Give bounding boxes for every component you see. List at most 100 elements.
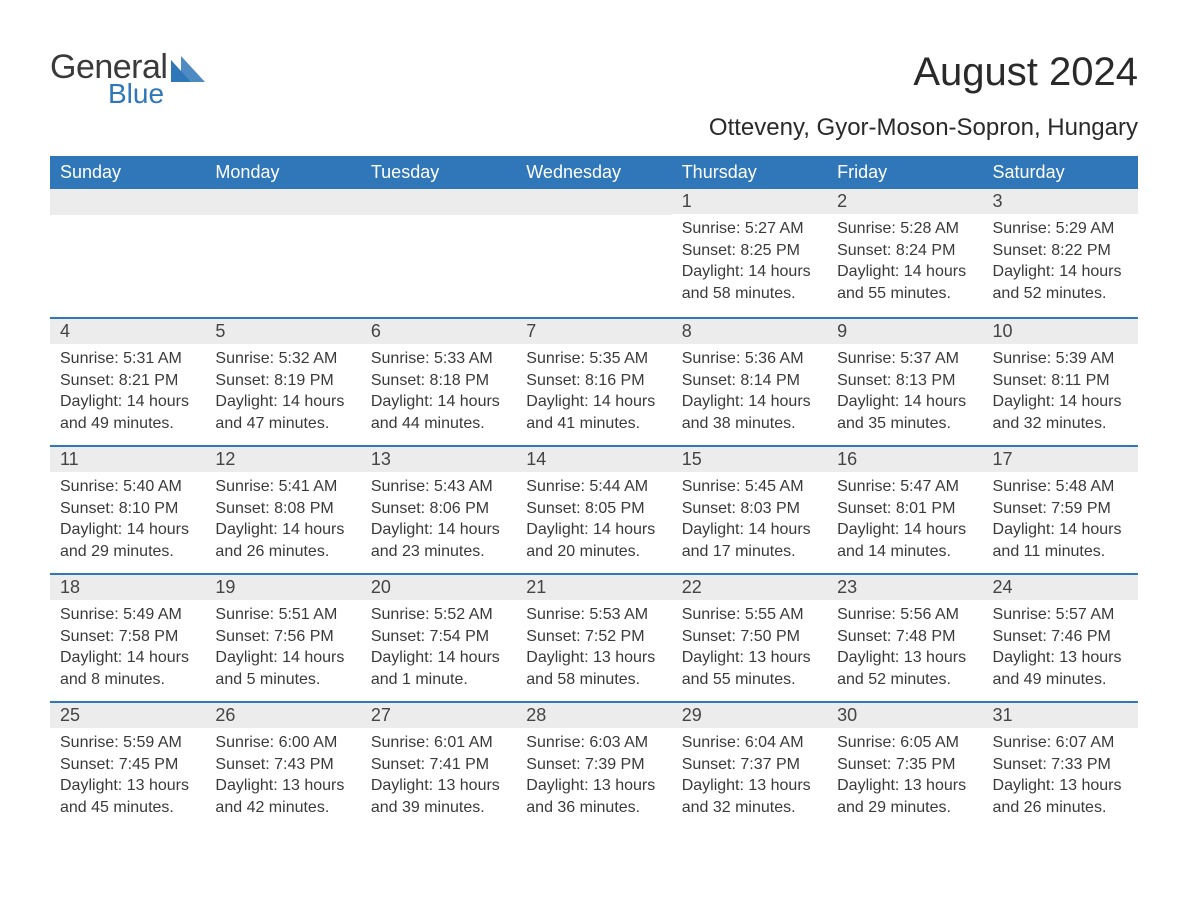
day-details: Sunrise: 5:35 AMSunset: 8:16 PMDaylight:… (516, 344, 671, 444)
daylight-text: Daylight: 14 hours and 52 minutes. (993, 261, 1128, 304)
sunset-text: Sunset: 8:18 PM (371, 370, 506, 392)
day-number: 14 (516, 447, 671, 472)
sunset-text: Sunset: 7:46 PM (993, 626, 1128, 648)
calendar-cell: 8Sunrise: 5:36 AMSunset: 8:14 PMDaylight… (672, 317, 827, 445)
calendar-cell: 5Sunrise: 5:32 AMSunset: 8:19 PMDaylight… (205, 317, 360, 445)
sunset-text: Sunset: 7:45 PM (60, 754, 195, 776)
sunrise-text: Sunrise: 6:07 AM (993, 732, 1128, 754)
day-details: Sunrise: 5:28 AMSunset: 8:24 PMDaylight:… (827, 214, 982, 314)
calendar-cell: 11Sunrise: 5:40 AMSunset: 8:10 PMDayligh… (50, 445, 205, 573)
daylight-text: Daylight: 14 hours and 47 minutes. (215, 391, 350, 434)
day-number: 29 (672, 703, 827, 728)
day-number: 22 (672, 575, 827, 600)
day-details: Sunrise: 6:01 AMSunset: 7:41 PMDaylight:… (361, 728, 516, 828)
day-header: Tuesday (361, 156, 516, 189)
daylight-text: Daylight: 14 hours and 58 minutes. (682, 261, 817, 304)
daylight-text: Daylight: 13 hours and 58 minutes. (526, 647, 661, 690)
sunset-text: Sunset: 8:06 PM (371, 498, 506, 520)
calendar-table: SundayMondayTuesdayWednesdayThursdayFrid… (50, 156, 1138, 829)
calendar-cell: 12Sunrise: 5:41 AMSunset: 8:08 PMDayligh… (205, 445, 360, 573)
day-details: Sunrise: 5:59 AMSunset: 7:45 PMDaylight:… (50, 728, 205, 828)
day-header-row: SundayMondayTuesdayWednesdayThursdayFrid… (50, 156, 1138, 189)
day-details: Sunrise: 6:05 AMSunset: 7:35 PMDaylight:… (827, 728, 982, 828)
sunset-text: Sunset: 8:16 PM (526, 370, 661, 392)
day-header: Wednesday (516, 156, 671, 189)
header: General Blue August 2024 (50, 50, 1138, 108)
day-number: 21 (516, 575, 671, 600)
daylight-text: Daylight: 14 hours and 26 minutes. (215, 519, 350, 562)
sunrise-text: Sunrise: 5:44 AM (526, 476, 661, 498)
day-header: Thursday (672, 156, 827, 189)
daylight-text: Daylight: 13 hours and 29 minutes. (837, 775, 972, 818)
day-number: 20 (361, 575, 516, 600)
calendar-cell (50, 189, 205, 317)
calendar-cell: 23 Sunrise: 5:56 AMSunset: 7:48 PMDayligh… (827, 573, 982, 701)
sunset-text: Sunset: 8:10 PM (60, 498, 195, 520)
day-details: Sunrise: 5:55 AMSunset: 7:50 PMDaylight:… (672, 600, 827, 700)
daylight-text: Daylight: 13 hours and 39 minutes. (371, 775, 506, 818)
day-number: 13 (361, 447, 516, 472)
daylight-text: Daylight: 14 hours and 49 minutes. (60, 391, 195, 434)
sunset-text: Sunset: 8:24 PM (837, 240, 972, 262)
sunrise-text: Sunrise: 5:28 AM (837, 218, 972, 240)
daylight-text: Daylight: 14 hours and 38 minutes. (682, 391, 817, 434)
calendar-week: 18Sunrise: 5:49 AMSunset: 7:58 PMDayligh… (50, 573, 1138, 701)
day-details: Sunrise: 5:36 AMSunset: 8:14 PMDaylight:… (672, 344, 827, 444)
day-details: Sunrise: 6:04 AMSunset: 7:37 PMDaylight:… (672, 728, 827, 828)
daylight-text: Daylight: 14 hours and 44 minutes. (371, 391, 506, 434)
sunset-text: Sunset: 7:56 PM (215, 626, 350, 648)
day-number (50, 189, 205, 215)
daylight-text: Daylight: 13 hours and 26 minutes. (993, 775, 1128, 818)
day-number (361, 189, 516, 215)
day-header: Monday (205, 156, 360, 189)
sunrise-text: Sunrise: 5:59 AM (60, 732, 195, 754)
day-number: 15 (672, 447, 827, 472)
day-details: Sunrise: 5:31 AMSunset: 8:21 PMDaylight:… (50, 344, 205, 444)
brand-word-2: Blue (108, 80, 167, 108)
sunrise-text: Sunrise: 5:33 AM (371, 348, 506, 370)
day-number: 17 (983, 447, 1138, 472)
sunset-text: Sunset: 7:48 PM (837, 626, 972, 648)
day-details: Sunrise: 5:43 AMSunset: 8:06 PMDaylight:… (361, 472, 516, 572)
sunrise-text: Sunrise: 5:31 AM (60, 348, 195, 370)
day-details: Sunrise: 5:52 AMSunset: 7:54 PMDaylight:… (361, 600, 516, 700)
daylight-text: Daylight: 13 hours and 52 minutes. (837, 647, 972, 690)
daylight-text: Daylight: 14 hours and 55 minutes. (837, 261, 972, 304)
day-number: 6 (361, 319, 516, 344)
sunrise-text: Sunrise: 6:03 AM (526, 732, 661, 754)
daylight-text: Daylight: 14 hours and 23 minutes. (371, 519, 506, 562)
calendar-week: 1Sunrise: 5:27 AMSunset: 8:25 PMDaylight… (50, 189, 1138, 317)
sunset-text: Sunset: 7:43 PM (215, 754, 350, 776)
calendar-cell: 6 Sunrise: 5:33 AMSunset: 8:18 PMDaylight… (361, 317, 516, 445)
calendar-cell: 25Sunrise: 5:59 AMSunset: 7:45 PMDayligh… (50, 701, 205, 829)
daylight-text: Daylight: 14 hours and 17 minutes. (682, 519, 817, 562)
sunset-text: Sunset: 7:41 PM (371, 754, 506, 776)
day-number: 24 (983, 575, 1138, 600)
day-header: Sunday (50, 156, 205, 189)
day-number: 30 (827, 703, 982, 728)
calendar-cell: 21Sunrise: 5:53 AMSunset: 7:52 PMDayligh… (516, 573, 671, 701)
sunrise-text: Sunrise: 5:56 AM (837, 604, 972, 626)
sunrise-text: Sunrise: 5:57 AM (993, 604, 1128, 626)
daylight-text: Daylight: 13 hours and 45 minutes. (60, 775, 195, 818)
day-details: Sunrise: 5:53 AMSunset: 7:52 PMDaylight:… (516, 600, 671, 700)
calendar-cell: 10Sunrise: 5:39 AMSunset: 8:11 PMDayligh… (983, 317, 1138, 445)
day-number: 1 (672, 189, 827, 214)
sunset-text: Sunset: 8:03 PM (682, 498, 817, 520)
calendar-cell: 19Sunrise: 5:51 AMSunset: 7:56 PMDayligh… (205, 573, 360, 701)
sunrise-text: Sunrise: 5:47 AM (837, 476, 972, 498)
calendar-week: 11Sunrise: 5:40 AMSunset: 8:10 PMDayligh… (50, 445, 1138, 573)
page-title: August 2024 (913, 50, 1138, 95)
calendar-cell: 3Sunrise: 5:29 AMSunset: 8:22 PMDaylight… (983, 189, 1138, 317)
sunrise-text: Sunrise: 6:04 AM (682, 732, 817, 754)
sunrise-text: Sunrise: 5:53 AM (526, 604, 661, 626)
day-number: 23 (827, 575, 982, 600)
day-number: 16 (827, 447, 982, 472)
calendar-cell: 24Sunrise: 5:57 AMSunset: 7:46 PMDayligh… (983, 573, 1138, 701)
sunrise-text: Sunrise: 5:37 AM (837, 348, 972, 370)
sunrise-text: Sunrise: 5:41 AM (215, 476, 350, 498)
sunrise-text: Sunrise: 5:36 AM (682, 348, 817, 370)
day-number: 18 (50, 575, 205, 600)
day-number: 19 (205, 575, 360, 600)
day-details: Sunrise: 5:49 AMSunset: 7:58 PMDaylight:… (50, 600, 205, 700)
